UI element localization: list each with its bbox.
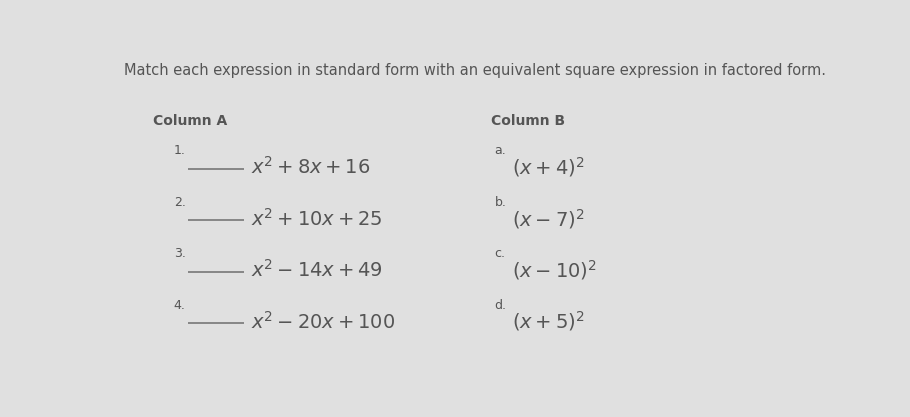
- Text: 4.: 4.: [174, 299, 186, 311]
- Text: $x^2+10x+25$: $x^2+10x+25$: [251, 208, 383, 230]
- Text: 3.: 3.: [174, 247, 186, 260]
- Text: Match each expression in standard form with an equivalent square expression in f: Match each expression in standard form w…: [125, 63, 826, 78]
- Text: Column A: Column A: [153, 114, 227, 128]
- Text: a.: a.: [495, 144, 506, 157]
- Text: $(x-10)^2$: $(x-10)^2$: [512, 258, 597, 282]
- Text: d.: d.: [495, 299, 507, 311]
- Text: $(x-7)^2$: $(x-7)^2$: [512, 207, 585, 231]
- Text: $x^2-20x+100$: $x^2-20x+100$: [251, 310, 396, 332]
- Text: $x^2-14x+49$: $x^2-14x+49$: [251, 259, 383, 281]
- Text: $x^2+8x+16$: $x^2+8x+16$: [251, 156, 370, 178]
- Text: 2.: 2.: [174, 196, 186, 209]
- Text: b.: b.: [495, 196, 507, 209]
- Text: Column B: Column B: [491, 114, 565, 128]
- Text: c.: c.: [495, 247, 506, 260]
- Text: $(x+5)^2$: $(x+5)^2$: [512, 309, 585, 333]
- Text: 1.: 1.: [174, 144, 186, 157]
- Text: $(x+4)^2$: $(x+4)^2$: [512, 155, 585, 179]
